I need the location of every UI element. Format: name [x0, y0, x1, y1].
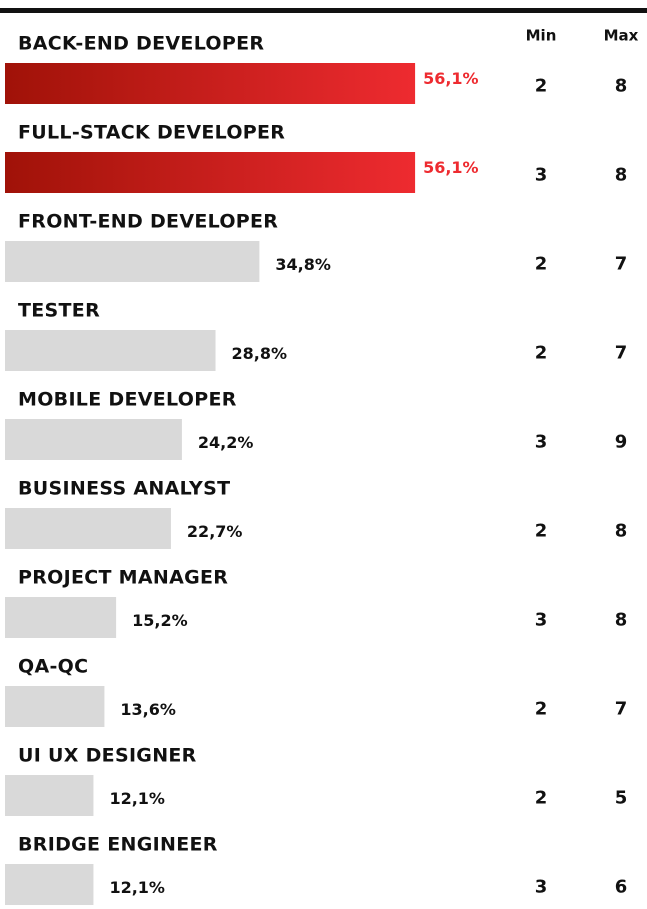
column-value: 2	[535, 343, 548, 364]
column-value: 5	[615, 788, 628, 809]
value-label: 56,1%	[423, 69, 479, 88]
bar	[5, 775, 94, 816]
category-label: PROJECT MANAGER	[18, 567, 228, 589]
bar	[5, 686, 105, 727]
value-label: 56,1%	[423, 158, 479, 177]
column-value: 2	[535, 521, 548, 542]
category-label: FRONT-END DEVELOPER	[18, 211, 278, 233]
column-value: 3	[535, 877, 548, 898]
column-value: 8	[615, 76, 628, 97]
bar	[5, 597, 117, 638]
category-label: BUSINESS ANALYST	[18, 478, 230, 500]
bar	[5, 241, 260, 282]
category-label: UI UX DESIGNER	[18, 745, 197, 767]
value-label: 34,8%	[275, 255, 331, 274]
value-label: 13,6%	[120, 700, 176, 719]
column-value: 3	[535, 165, 548, 186]
value-label: 22,7%	[187, 522, 243, 541]
column-value: 7	[615, 699, 628, 720]
column-value: 2	[535, 699, 548, 720]
column-value: 3	[535, 610, 548, 631]
bar	[5, 864, 94, 905]
category-label: FULL-STACK DEVELOPER	[18, 122, 285, 144]
column-header: Min	[526, 27, 557, 45]
bar	[5, 152, 416, 193]
column-value: 8	[615, 521, 628, 542]
column-value: 8	[615, 165, 628, 186]
category-label: MOBILE DEVELOPER	[18, 389, 237, 411]
bar	[5, 330, 216, 371]
column-value: 9	[615, 432, 628, 453]
column-header: Max	[604, 27, 639, 45]
column-value: 7	[615, 254, 628, 275]
column-value: 3	[535, 432, 548, 453]
category-label: QA-QC	[18, 656, 88, 678]
category-label: BRIDGE ENGINEER	[18, 834, 218, 856]
value-label: 24,2%	[198, 433, 254, 452]
value-label: 28,8%	[232, 344, 288, 363]
bar	[5, 508, 171, 549]
value-label: 12,1%	[109, 789, 165, 808]
column-value: 8	[615, 610, 628, 631]
top-rule	[0, 8, 647, 13]
column-value: 2	[535, 788, 548, 809]
value-label: 12,1%	[109, 878, 165, 897]
category-label: BACK-END DEVELOPER	[18, 33, 264, 55]
column-value: 2	[535, 254, 548, 275]
column-value: 7	[615, 343, 628, 364]
column-value: 6	[615, 877, 628, 898]
bar	[5, 419, 182, 460]
bar	[5, 63, 416, 104]
value-label: 15,2%	[132, 611, 188, 630]
category-label: TESTER	[18, 300, 100, 322]
column-value: 2	[535, 76, 548, 97]
